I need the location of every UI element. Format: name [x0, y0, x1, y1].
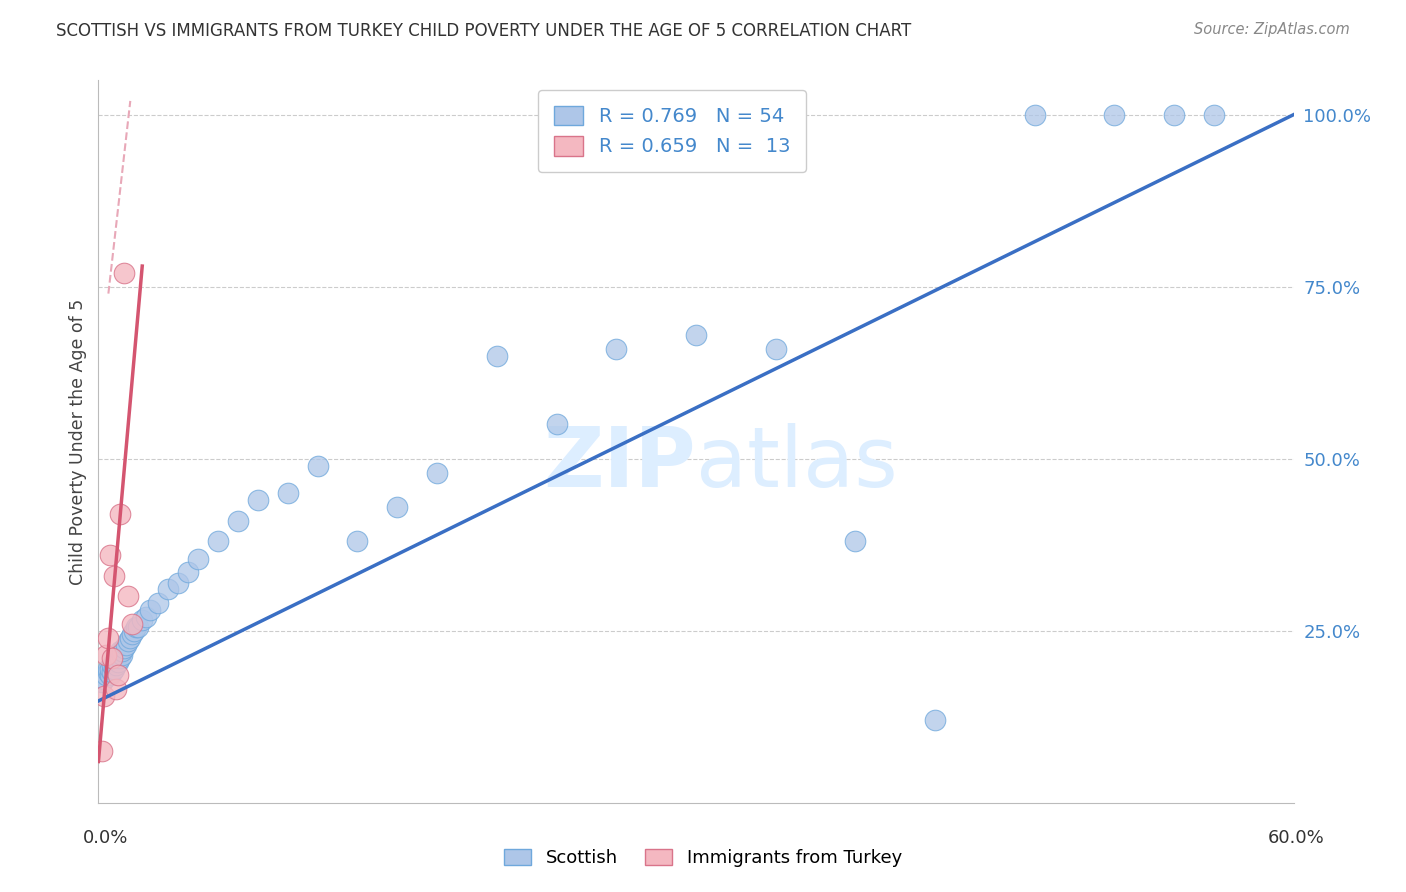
Point — [148, 596, 170, 610]
Point — [226, 514, 249, 528]
Text: 0.0%: 0.0% — [83, 829, 128, 847]
Point — [121, 616, 143, 631]
Point — [112, 266, 135, 280]
Point — [346, 534, 368, 549]
Point — [117, 634, 139, 648]
Point — [110, 507, 132, 521]
Point — [167, 575, 190, 590]
Point — [96, 668, 118, 682]
Point — [96, 648, 118, 662]
Text: SCOTTISH VS IMMIGRANTS FROM TURKEY CHILD POVERTY UNDER THE AGE OF 5 CORRELATION : SCOTTISH VS IMMIGRANTS FROM TURKEY CHILD… — [56, 22, 911, 40]
Point — [93, 672, 115, 686]
Point — [107, 655, 129, 669]
Point — [157, 582, 180, 597]
Legend: Scottish, Immigrants from Turkey: Scottish, Immigrants from Turkey — [496, 841, 910, 874]
Point — [105, 658, 128, 673]
Point — [485, 349, 508, 363]
Point — [91, 675, 114, 690]
Point — [385, 500, 409, 514]
Point — [127, 620, 149, 634]
Point — [924, 713, 946, 727]
Point — [546, 417, 568, 432]
Legend: R = 0.769   N = 54, R = 0.659   N =  13: R = 0.769 N = 54, R = 0.659 N = 13 — [538, 90, 806, 172]
Point — [1104, 108, 1126, 122]
Point — [111, 644, 134, 658]
Point — [103, 662, 125, 676]
Point — [98, 662, 122, 676]
Point — [97, 662, 120, 676]
Point — [103, 655, 125, 669]
Point — [101, 658, 124, 673]
Text: ZIP: ZIP — [544, 423, 696, 504]
Point — [135, 610, 157, 624]
Point — [121, 627, 143, 641]
Y-axis label: Child Poverty Under the Age of 5: Child Poverty Under the Age of 5 — [69, 299, 87, 584]
Text: atlas: atlas — [696, 423, 897, 504]
Point — [426, 466, 449, 480]
Point — [139, 603, 162, 617]
Point — [110, 651, 132, 665]
Point — [277, 486, 299, 500]
Point — [120, 631, 142, 645]
Point — [98, 548, 122, 562]
Point — [1202, 108, 1225, 122]
Point — [207, 534, 229, 549]
Point — [98, 668, 122, 682]
Point — [97, 665, 120, 679]
Point — [187, 551, 209, 566]
Point — [765, 342, 787, 356]
Text: 60.0%: 60.0% — [1268, 829, 1324, 847]
Point — [112, 640, 135, 655]
Text: Source: ZipAtlas.com: Source: ZipAtlas.com — [1194, 22, 1350, 37]
Point — [124, 624, 146, 638]
Point — [1163, 108, 1185, 122]
Point — [107, 668, 129, 682]
Point — [117, 590, 139, 604]
Point — [93, 689, 115, 703]
Point — [125, 620, 148, 634]
Point — [91, 744, 114, 758]
Point — [685, 327, 707, 342]
Point — [844, 534, 866, 549]
Point — [177, 566, 200, 580]
Point — [101, 665, 124, 679]
Point — [111, 648, 134, 662]
Point — [101, 651, 124, 665]
Point — [605, 342, 627, 356]
Point — [97, 631, 120, 645]
Point — [103, 568, 125, 582]
Point — [105, 682, 128, 697]
Point — [107, 648, 129, 662]
Point — [131, 614, 153, 628]
Point — [307, 458, 329, 473]
Point — [110, 644, 132, 658]
Point — [246, 493, 269, 508]
Point — [1024, 108, 1046, 122]
Point — [115, 638, 138, 652]
Point — [105, 651, 128, 665]
